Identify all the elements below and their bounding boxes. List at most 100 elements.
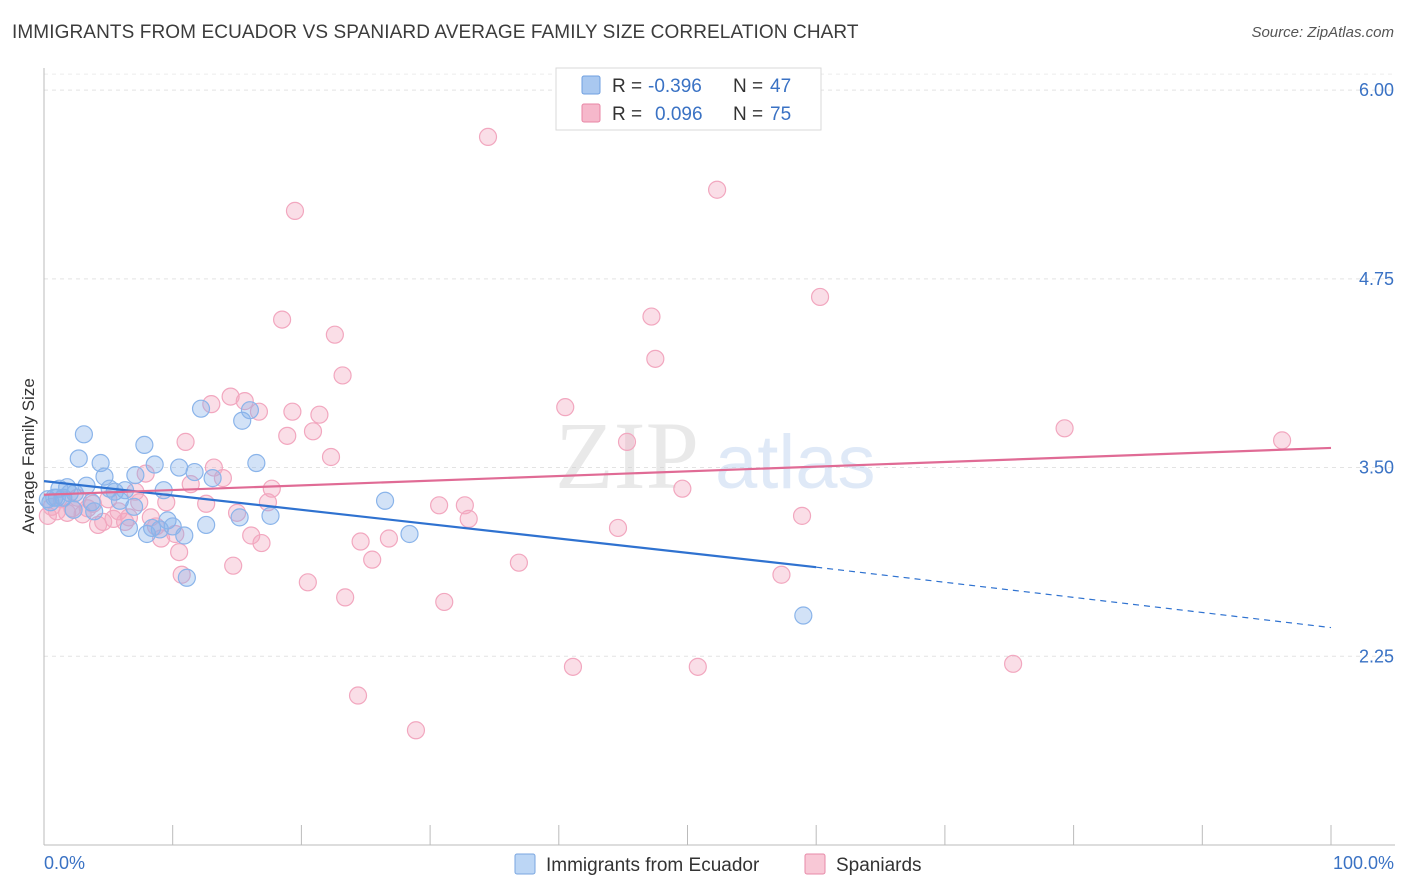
data-point — [88, 515, 108, 535]
y-tick-label: 6.00 — [1359, 80, 1394, 100]
data-point — [124, 497, 144, 516]
legend-r-label-0: R = — [612, 76, 642, 97]
data-point — [810, 287, 830, 307]
trend-line-extension — [816, 566, 1332, 629]
data-point — [608, 518, 628, 538]
legend-n-value-0: 47 — [770, 76, 791, 97]
data-point — [509, 553, 529, 572]
data-point — [336, 588, 355, 607]
data-point — [202, 395, 221, 414]
data-point — [1004, 654, 1023, 673]
data-point — [185, 462, 204, 482]
data-point — [145, 455, 164, 474]
data-point — [321, 447, 341, 467]
data-point — [430, 496, 449, 515]
y-tick-label: 3.50 — [1359, 458, 1394, 478]
data-point — [792, 506, 812, 525]
data-points — [38, 127, 1292, 740]
legend-n-label-1: N = — [733, 104, 763, 125]
data-point — [478, 127, 498, 147]
x-tick-label-min: 0.0% — [44, 853, 85, 873]
data-point — [1055, 419, 1074, 438]
data-point — [285, 201, 305, 220]
data-point — [272, 310, 292, 329]
data-point — [197, 515, 216, 535]
data-point — [400, 524, 419, 544]
legend-r-value-1: 0.096 — [655, 104, 703, 125]
data-point — [143, 518, 162, 538]
data-point — [435, 592, 454, 612]
data-point — [459, 509, 478, 528]
data-point — [303, 422, 323, 441]
data-point — [119, 518, 139, 538]
data-point — [563, 657, 583, 676]
data-point — [203, 469, 222, 488]
bottom-legend-swatch-spaniards — [804, 853, 826, 875]
data-point — [85, 502, 104, 521]
x-tick-label-max: 100.0% — [1333, 853, 1394, 873]
trend-lines — [43, 446, 1332, 629]
data-point — [170, 458, 189, 477]
data-point — [556, 398, 575, 417]
legend-swatch-spaniards — [581, 103, 601, 123]
axes — [43, 68, 1395, 846]
data-point — [235, 392, 254, 411]
data-point — [249, 402, 269, 421]
y-tick-labels: 2.25 3.50 4.75 6.00 — [1359, 80, 1394, 666]
data-point — [126, 465, 145, 485]
data-point — [119, 508, 139, 527]
data-point — [406, 721, 426, 740]
data-point — [95, 467, 114, 486]
data-point — [688, 657, 707, 676]
data-point — [375, 491, 395, 510]
data-point — [617, 432, 637, 451]
watermark-zip: ZIP — [555, 402, 699, 509]
data-point — [278, 426, 297, 445]
data-point — [298, 573, 317, 592]
data-point — [64, 500, 83, 519]
legend-swatch-ecuador — [581, 75, 601, 95]
data-point — [224, 556, 243, 575]
data-point — [333, 366, 352, 385]
data-point — [176, 432, 195, 451]
trend-line — [43, 446, 1332, 496]
watermark: ZIP atlas — [555, 402, 876, 509]
data-point — [213, 469, 232, 488]
legend-n-value-1: 75 — [770, 104, 791, 125]
data-point — [91, 453, 110, 473]
data-point — [673, 479, 692, 498]
data-point — [170, 542, 189, 562]
data-point — [310, 405, 329, 424]
data-point — [252, 533, 271, 553]
data-point — [175, 526, 194, 545]
data-point — [1272, 431, 1292, 450]
legend-n-label-0: N = — [733, 76, 763, 97]
grid-lines — [44, 73, 1395, 657]
chart-title: IMMIGRANTS FROM ECUADOR VS SPANIARD AVER… — [12, 22, 859, 43]
bottom-legend-label-ecuador: Immigrants from Ecuador — [546, 855, 760, 876]
y-tick-label: 4.75 — [1359, 269, 1394, 289]
data-point — [240, 401, 260, 420]
data-point — [794, 606, 813, 625]
data-point — [247, 453, 266, 473]
data-point — [135, 435, 154, 455]
data-point — [379, 529, 399, 548]
legend-r-value-0: -0.396 — [648, 76, 702, 97]
data-point — [455, 496, 474, 515]
bottom-legend-swatch-ecuador — [514, 853, 536, 875]
data-point — [642, 307, 661, 326]
data-point — [363, 550, 382, 569]
data-point — [261, 506, 280, 525]
data-point — [69, 449, 88, 468]
legend-r-label-1: R = — [612, 104, 642, 125]
data-point — [351, 532, 370, 551]
series-legend: Immigrants from Ecuador Spaniards — [514, 853, 922, 876]
chart-source: Source: ZipAtlas.com — [1251, 24, 1394, 41]
data-point — [230, 508, 249, 527]
bottom-legend-label-spaniards: Spaniards — [836, 855, 922, 876]
y-axis-title: Average Family Size — [19, 378, 38, 534]
data-point — [646, 349, 665, 368]
data-point — [325, 325, 344, 344]
data-point — [74, 425, 93, 444]
data-point — [172, 565, 191, 584]
